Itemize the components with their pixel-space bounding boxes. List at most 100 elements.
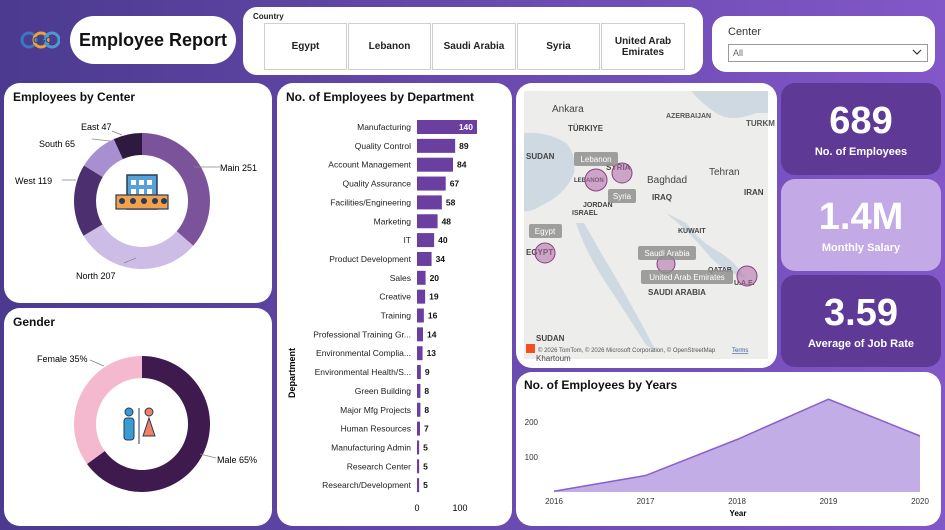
dept-bar[interactable] [417,402,421,417]
dept-bar[interactable] [417,157,453,172]
dept-label: Environmental Complia... [316,348,411,358]
dept-bar[interactable] [417,120,477,134]
dept-label: Manufacturing Admin [331,442,411,452]
center-slice-3[interactable] [84,139,123,177]
dept-bar[interactable] [417,233,435,248]
center-dropdown-value: All [733,48,744,58]
years-xtick: 2016 [545,497,563,506]
building-people-icon [115,174,169,210]
country-option-uae[interactable]: United Arab Emirates [601,23,685,70]
svg-text:AZERBAIJAN: AZERBAIJAN [666,113,711,120]
map-card: Ankara TÜRKIYE AZERBAIJAN TURKM SYRIA LE… [516,83,777,368]
bubble-uae[interactable] [736,265,758,287]
report-title-card: Employee Report [70,16,236,64]
dept-value-label: 58 [446,197,456,207]
country-option-syria[interactable]: Syria [517,23,600,70]
kpi-salary: 1.4M Monthly Salary [781,179,941,271]
dept-label: Green Building [355,386,412,396]
kpi-employees: 689 No. of Employees [781,83,941,175]
dept-label: Research Center [347,461,411,471]
svg-text:SUDAN: SUDAN [526,152,555,161]
country-map[interactable]: Ankara TÜRKIYE AZERBAIJAN TURKM SYRIA LE… [516,83,777,368]
dept-bar[interactable] [417,365,421,380]
country-option-egypt[interactable]: Egypt [264,23,347,70]
svg-text:JORDAN: JORDAN [583,202,613,209]
dept-bar[interactable] [417,195,442,210]
kpi-salary-value: 1.4M [818,196,904,238]
dept-bar[interactable] [417,270,426,285]
dept-value-label: 8 [424,386,429,396]
dept-label: Training [381,311,412,321]
gender-title: Gender [13,315,56,329]
dept-bar[interactable] [417,459,420,474]
center-slice-4[interactable] [113,133,142,160]
map-terms-link[interactable]: Terms [732,348,748,354]
gender-card: Gender Female 35% Male 65% [4,308,272,526]
department-axis-label: Department [287,348,297,398]
dept-bar[interactable] [417,214,438,229]
dept-bar[interactable] [417,440,420,455]
dept-label: Environmental Health/S... [315,367,411,377]
center-label-south: South 65 [39,139,75,149]
dept-xtick-0: 0 [414,503,419,513]
bubble-lebanon[interactable] [584,168,608,192]
gender-donut: Female 35% Male 65% [37,354,257,492]
logo-text: LOGO [28,36,52,45]
dept-label: Facilities/Engineering [330,197,411,207]
kpi-salary-label: Monthly Salary [821,242,901,254]
svg-text:IRAQ: IRAQ [652,193,672,202]
employees-by-center-donut: Main 251 North 207 West 119 South 65 Eas… [15,122,257,281]
svg-text:KUWAIT: KUWAIT [678,228,706,235]
sea-mediterranean [524,132,575,212]
years-xtick: 2017 [637,497,655,506]
dept-value-label: 5 [423,461,428,471]
dept-bar[interactable] [417,138,456,153]
tooltip-syria: Syria [613,192,632,201]
center-label-east: East 47 [81,122,112,132]
svg-text:Ankara: Ankara [552,104,584,115]
dept-value-label: 5 [423,480,428,490]
dept-value-label: 140 [459,122,473,132]
center-label-main: Main 251 [220,163,257,173]
dept-bar[interactable] [417,176,446,191]
center-slice-1[interactable] [83,224,194,269]
dept-bar[interactable] [417,383,421,398]
dept-bar[interactable] [417,327,423,342]
bubble-egypt[interactable] [534,242,556,264]
center-slice-2[interactable] [74,165,103,236]
center-slice-0[interactable] [142,133,211,246]
dept-label: Account Management [328,160,411,170]
bubble-syria[interactable] [611,162,633,184]
years-area-chart: 100 200 2016 2017 2018 2019 2020 Year [525,398,929,518]
svg-text:TURKM: TURKM [746,119,775,128]
dept-bar[interactable] [417,478,420,493]
dept-value-label: 48 [442,216,452,226]
dept-label: Manufacturing [357,122,411,132]
kpi-job-rate-value: 3.59 [824,292,898,334]
dept-label: Quality Assurance [342,179,411,189]
center-dropdown[interactable]: All [728,44,928,62]
dept-bar[interactable] [417,421,420,436]
years-xtick: 2018 [728,497,746,506]
svg-text:SUDAN: SUDAN [536,334,565,343]
dept-value-label: 5 [423,442,428,452]
years-area[interactable] [554,399,920,492]
country-option-lebanon[interactable]: Lebanon [348,23,431,70]
dept-bar[interactable] [417,346,423,361]
dept-value-label: 19 [429,292,439,302]
dept-bar[interactable] [417,289,426,304]
kpi-employees-value: 689 [829,100,893,142]
svg-text:Tehran: Tehran [709,167,740,178]
dept-bar[interactable] [417,308,424,323]
tooltip-lebanon: Lebanon [580,155,611,164]
dept-value-label: 8 [424,405,429,415]
dept-bar[interactable] [417,251,432,266]
gender-slice-1[interactable] [74,356,142,464]
years-ytick: 200 [525,418,539,427]
dept-value-label: 89 [459,141,469,151]
dept-label: Marketing [374,216,412,226]
gender-slice-0[interactable] [86,356,210,492]
chevron-down-icon [912,49,922,55]
sea-red [576,223,656,351]
country-option-saudi-arabia[interactable]: Saudi Arabia [432,23,516,70]
